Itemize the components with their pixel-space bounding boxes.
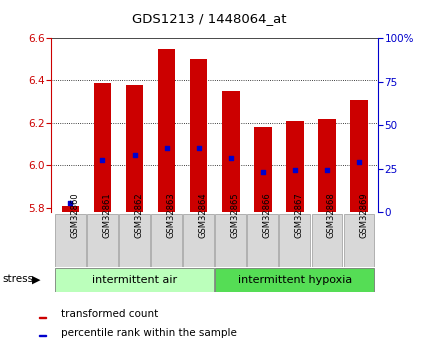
Bar <box>39 335 46 336</box>
Bar <box>55 268 214 292</box>
Point <box>67 201 74 206</box>
Point <box>99 157 106 163</box>
Text: percentile rank within the sample: percentile rank within the sample <box>61 327 236 337</box>
Bar <box>318 119 336 212</box>
Point <box>195 145 202 150</box>
Bar <box>222 91 239 212</box>
Text: GSM32862: GSM32862 <box>134 193 144 238</box>
Text: GSM32861: GSM32861 <box>102 193 112 238</box>
Text: ▶: ▶ <box>32 275 41 284</box>
Text: transformed count: transformed count <box>61 309 158 319</box>
Bar <box>286 121 303 212</box>
Bar <box>215 268 374 292</box>
Text: stress: stress <box>2 275 33 284</box>
Text: GSM32860: GSM32860 <box>70 193 79 238</box>
Point <box>291 168 299 173</box>
Bar <box>126 85 143 212</box>
Bar <box>61 206 79 212</box>
Text: GDS1213 / 1448064_at: GDS1213 / 1448064_at <box>132 12 287 25</box>
Bar <box>254 127 271 212</box>
Text: GSM32864: GSM32864 <box>198 193 208 238</box>
Bar <box>312 214 342 267</box>
Point <box>163 145 170 150</box>
Bar <box>344 214 374 267</box>
Text: GSM32866: GSM32866 <box>263 193 272 238</box>
Bar <box>183 214 214 267</box>
Bar <box>158 49 175 212</box>
Bar <box>87 214 118 267</box>
Point <box>356 159 363 165</box>
Bar <box>55 214 86 267</box>
Bar <box>215 214 246 267</box>
Bar <box>93 82 111 212</box>
Bar <box>39 317 46 318</box>
Text: intermittent hypoxia: intermittent hypoxia <box>238 275 352 285</box>
Text: intermittent air: intermittent air <box>92 275 177 285</box>
Text: GSM32868: GSM32868 <box>327 193 336 238</box>
Point <box>259 169 267 175</box>
Bar <box>247 214 278 267</box>
Bar <box>279 214 310 267</box>
Point <box>324 168 331 173</box>
Text: GSM32865: GSM32865 <box>231 193 240 238</box>
Bar <box>151 214 182 267</box>
Point <box>131 152 138 157</box>
Bar <box>119 214 150 267</box>
Bar <box>190 59 207 212</box>
Text: GSM32867: GSM32867 <box>295 193 304 238</box>
Text: GSM32869: GSM32869 <box>359 193 368 238</box>
Text: GSM32863: GSM32863 <box>166 193 176 238</box>
Point <box>227 155 235 161</box>
Bar <box>350 100 368 212</box>
